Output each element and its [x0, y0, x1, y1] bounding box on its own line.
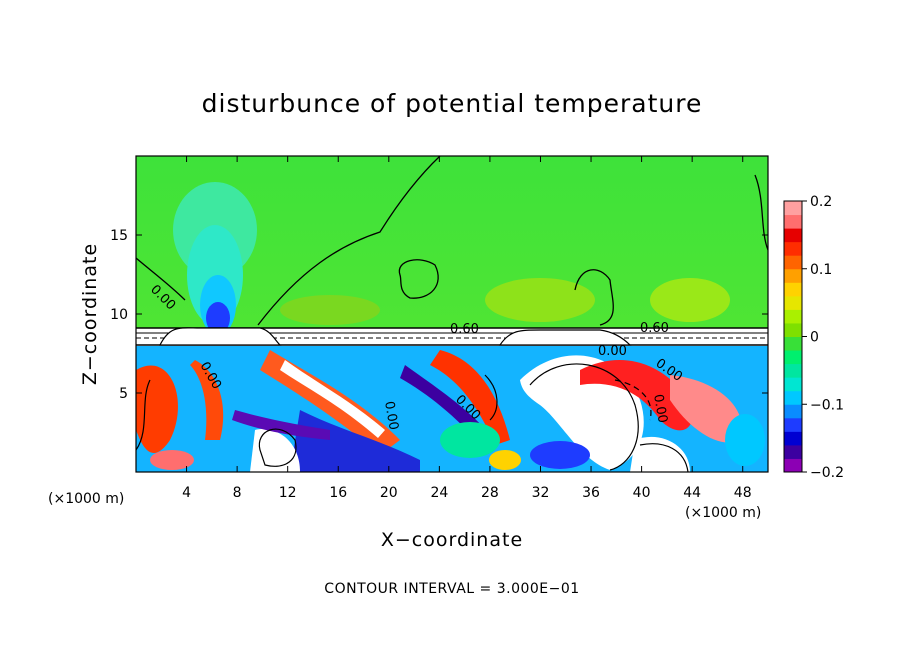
- colorbar-swatch: [784, 228, 802, 243]
- colorbar-swatch: [784, 336, 802, 351]
- x-axis-ticks: 4 8 12 16 20 24 28 32 36 40 44 48: [182, 156, 752, 501]
- colorbar: 0.2 0.1 0 −0.1 −0.2: [783, 194, 844, 481]
- warm-patch: [150, 450, 194, 470]
- warm-patch: [489, 450, 521, 470]
- colorbar-swatch: [784, 404, 802, 419]
- contour-interval-note: CONTOUR INTERVAL = 3.000E−01: [324, 581, 579, 597]
- contour-line: [529, 363, 639, 471]
- colorbar-swatch: [784, 295, 802, 310]
- contour-line: [257, 156, 441, 326]
- warm-patch: [280, 295, 380, 325]
- colorbar-tick-label: −0.2: [810, 465, 844, 481]
- colorbar-swatch: [784, 431, 802, 446]
- contour-line: [574, 269, 614, 326]
- colorbar-swatch: [784, 444, 802, 459]
- colorbar-swatch: [784, 241, 802, 256]
- contour-line: [136, 257, 186, 301]
- contour-line: [398, 259, 439, 299]
- contour-line: [136, 379, 151, 451]
- colorbar-swatch: [784, 201, 802, 216]
- y-tick-label: 10: [110, 307, 128, 323]
- x-tick-label: 36: [582, 485, 600, 501]
- colorbar-swatch: [784, 350, 802, 365]
- interface-lump: [159, 327, 282, 346]
- colorbar-tick-label: 0.1: [810, 262, 832, 278]
- interface-lump: [498, 329, 632, 346]
- contour-line: [484, 374, 498, 421]
- chart-title: disturbunce of potential temperature: [202, 89, 703, 118]
- x-unit-left: (×1000 m): [48, 491, 124, 507]
- x-tick-label: 28: [481, 485, 499, 501]
- x-tick-label: 44: [683, 485, 701, 501]
- plot-area: 0.00 0.60 0.60 0.00 0.00 0.00 0.00 0.00 …: [136, 156, 768, 472]
- colorbar-swatch: [784, 458, 802, 473]
- white-patch: [250, 429, 300, 472]
- y-tick-label: 5: [119, 386, 128, 402]
- white-patch: [630, 436, 690, 472]
- contour-line: [614, 379, 652, 421]
- deep-blue: [290, 410, 420, 472]
- contour-line: [258, 428, 297, 467]
- x-tick-label: 48: [734, 485, 752, 501]
- contour-label: 0.00: [650, 393, 670, 424]
- x-tick-label: 40: [633, 485, 651, 501]
- contour-label: 0.00: [381, 400, 401, 431]
- cool-patch: [530, 441, 590, 469]
- colorbar-swatch: [784, 363, 802, 378]
- white-band: [280, 360, 385, 438]
- red-swirl: [580, 360, 693, 431]
- colorbar-tick-label: 0.2: [810, 194, 832, 210]
- colorbar-swatch: [784, 214, 802, 229]
- warm-patch: [650, 278, 730, 322]
- x-tick-label: 24: [430, 485, 448, 501]
- y-axis-ticks: 5 10 15: [110, 228, 768, 402]
- x-unit-right: (×1000 m): [685, 505, 761, 521]
- purple-band: [232, 410, 330, 440]
- colorbar-swatch: [784, 322, 802, 337]
- warm-lobe: [670, 375, 742, 443]
- x-tick-label: 8: [233, 485, 242, 501]
- colorbar-tick-label: 0: [810, 330, 819, 346]
- cool-patch: [440, 422, 500, 458]
- y-axis-label: Z−coordinate: [79, 243, 101, 385]
- contour-label: 0.00: [598, 344, 627, 359]
- cool-plume: [206, 302, 230, 334]
- contour-line: [754, 174, 768, 251]
- x-tick-label: 20: [380, 485, 398, 501]
- colorbar-swatch: [784, 377, 802, 392]
- colorbar-swatch: [784, 255, 802, 270]
- red-band: [430, 350, 510, 445]
- y-tick-label: 15: [110, 228, 128, 244]
- colorbar-swatch: [784, 390, 802, 405]
- x-axis-label: X−coordinate: [381, 529, 523, 551]
- colorbar-tick-label: −0.1: [810, 397, 844, 413]
- x-tick-label: 12: [279, 485, 297, 501]
- x-tick-label: 32: [532, 485, 550, 501]
- contour-line: [639, 443, 689, 472]
- colorbar-swatch: [784, 309, 802, 324]
- contour-label: 0.60: [640, 321, 669, 336]
- colorbar-swatch: [784, 268, 802, 283]
- colorbar-swatch: [784, 282, 802, 297]
- colorbar-swatch: [784, 417, 802, 432]
- warm-patch: [485, 278, 595, 322]
- red-band: [136, 365, 178, 453]
- contour-label: 0.60: [450, 322, 479, 337]
- red-band: [190, 360, 224, 440]
- cool-patch: [725, 414, 765, 466]
- x-tick-label: 16: [329, 485, 347, 501]
- x-tick-label: 4: [182, 485, 191, 501]
